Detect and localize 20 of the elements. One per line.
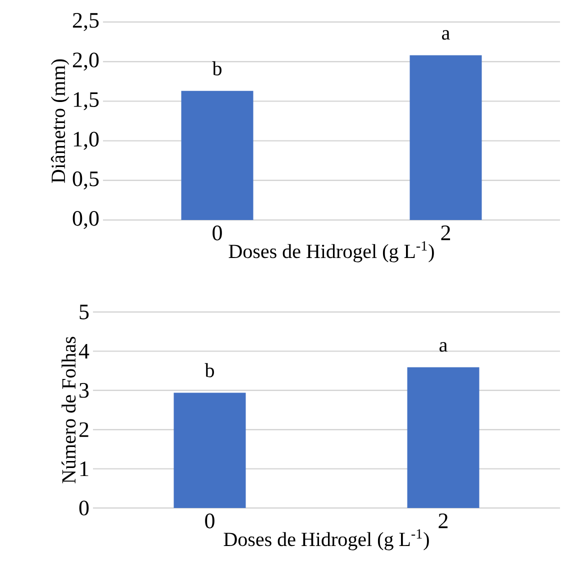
y-tick-label: 1,5: [74, 92, 99, 110]
annotation: a: [442, 30, 450, 40]
y-axis-title: Diâmetro (mm): [50, 59, 70, 183]
annotation: b: [204, 363, 214, 378]
x-axis-title: Doses de Hidrogel (g L$^{-1}$): [228, 241, 434, 262]
y-tick-label: 1: [80, 462, 88, 476]
y-tick-label: 5: [80, 304, 89, 320]
y-tick-label: 0,5: [72, 171, 99, 190]
y-tick-label: 2,0: [72, 52, 99, 71]
y-tick-label: 0: [79, 500, 89, 516]
annotation: b: [212, 61, 222, 76]
y-tick-label: 2,5: [72, 13, 99, 31]
y-tick-label: 1,0: [74, 132, 99, 150]
x-axis-title: Doses de Hidrogel (g L$^{-1}$): [224, 529, 429, 550]
y-tick-label: 4: [78, 344, 90, 358]
y-tick-label: 2: [79, 422, 88, 437]
annotation: a: [440, 342, 448, 352]
y-tick-label: 0,0: [72, 210, 99, 230]
y-tick-label: 3: [80, 383, 89, 398]
y-axis-title: Número de Folhas: [62, 336, 76, 484]
